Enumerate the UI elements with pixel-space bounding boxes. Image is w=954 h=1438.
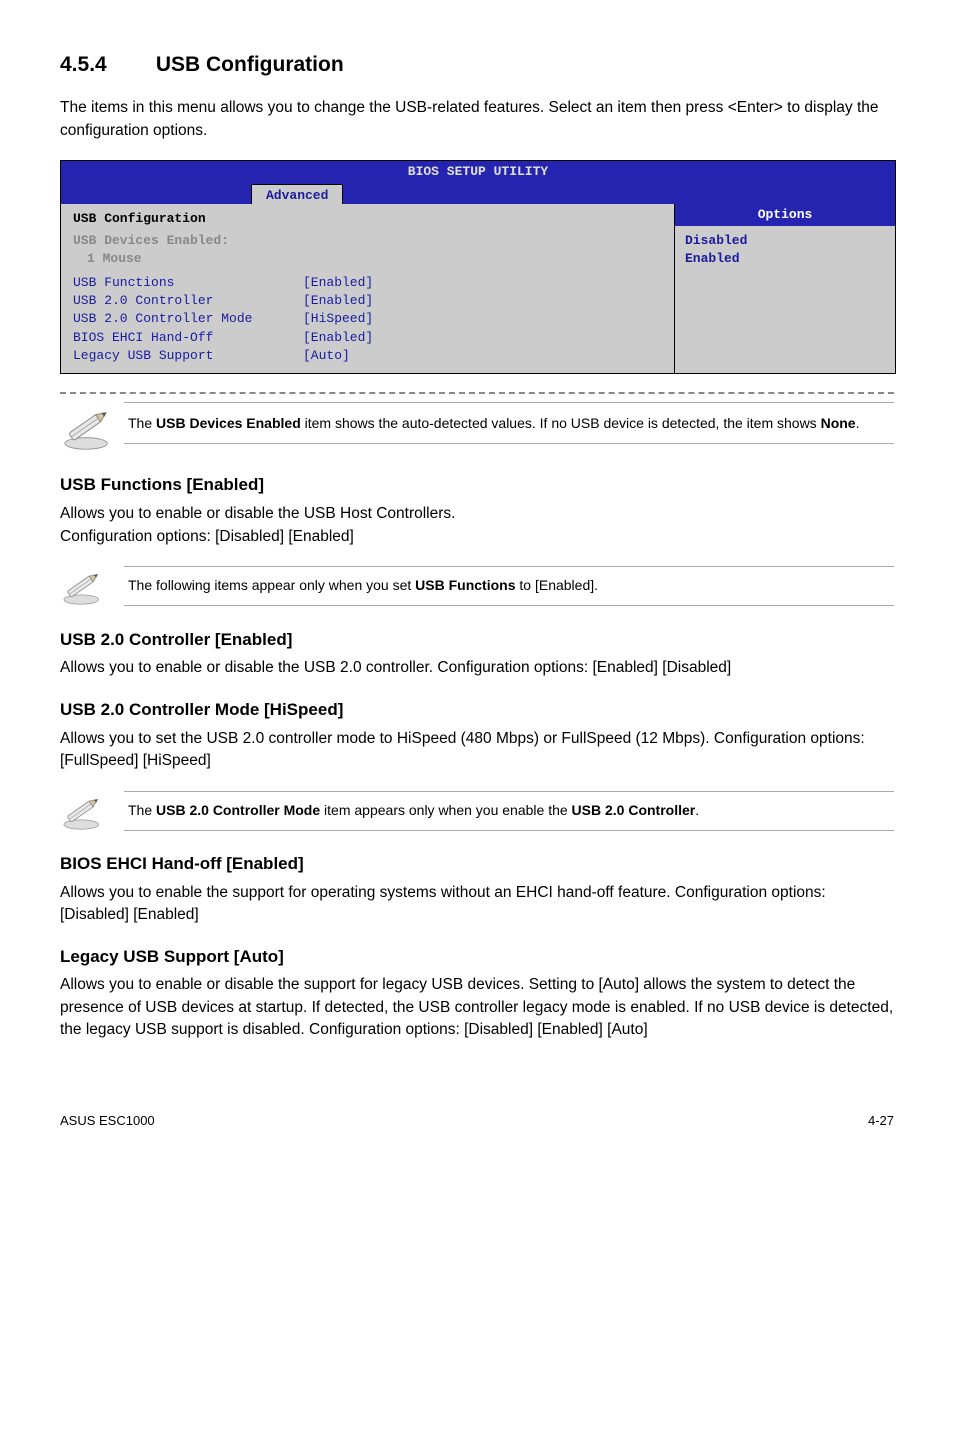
footer-left: ASUS ESC1000 (60, 1112, 155, 1130)
usb-functions-body: Allows you to enable or disable the USB … (60, 503, 894, 548)
bios-section-heading: USB Configuration (73, 210, 662, 228)
note-text: The USB 2.0 Controller Mode item appears… (124, 791, 894, 831)
pencil-icon (60, 566, 124, 613)
pencil-icon (60, 402, 124, 459)
bios-left-pane: USB Configuration USB Devices Enabled: 1… (61, 204, 675, 374)
usb20-heading: USB 2.0 Controller [Enabled] (60, 628, 894, 652)
usb20-mode-body: Allows you to set the USB 2.0 controller… (60, 728, 894, 773)
footer-right: 4-27 (868, 1112, 894, 1130)
ehci-heading: BIOS EHCI Hand-off [Enabled] (60, 852, 894, 876)
bios-tab-advanced: Advanced (251, 184, 343, 204)
bios-right-pane: Options Disabled Enabled (675, 204, 895, 374)
bios-screenshot: BIOS SETUP UTILITY Advanced USB Configur… (60, 160, 896, 374)
ehci-body: Allows you to enable the support for ope… (60, 882, 894, 927)
bios-option: Enabled (685, 250, 885, 268)
bios-row-label: USB 2.0 Controller Mode (73, 310, 303, 328)
bios-row: USB 2.0 Controller [Enabled] (73, 292, 662, 310)
section-number: 4.5.4 (60, 50, 150, 79)
legacy-body: Allows you to enable or disable the supp… (60, 974, 894, 1041)
page-footer: ASUS ESC1000 4-27 (60, 1112, 894, 1130)
bios-row-value: [Enabled] (303, 329, 373, 347)
section-title: USB Configuration (156, 53, 344, 76)
note-usb-functions: The following items appear only when you… (60, 566, 894, 613)
bios-row-value: [Enabled] (303, 292, 373, 310)
bios-option: Disabled (685, 232, 885, 250)
section-heading: 4.5.4 USB Configuration (60, 50, 894, 79)
bios-devices-label: USB Devices Enabled: (73, 232, 662, 250)
bios-row: USB 2.0 Controller Mode [HiSpeed] (73, 310, 662, 328)
note-text: The USB Devices Enabled item shows the a… (124, 402, 894, 444)
bios-row-label: USB 2.0 Controller (73, 292, 303, 310)
note-usb20-mode: The USB 2.0 Controller Mode item appears… (60, 791, 894, 838)
bios-tab-row: Advanced (61, 184, 895, 204)
legacy-heading: Legacy USB Support [Auto] (60, 945, 894, 969)
usb-functions-heading: USB Functions [Enabled] (60, 473, 894, 497)
bios-devices-value: 1 Mouse (73, 250, 662, 268)
intro-paragraph: The items in this menu allows you to cha… (60, 97, 894, 142)
bios-row: BIOS EHCI Hand-Off [Enabled] (73, 329, 662, 347)
note-usb-devices-enabled: The USB Devices Enabled item shows the a… (60, 402, 894, 459)
note-text: The following items appear only when you… (124, 566, 894, 606)
bios-row-value: [Auto] (303, 347, 350, 365)
bios-row-label: BIOS EHCI Hand-Off (73, 329, 303, 347)
bios-row: Legacy USB Support [Auto] (73, 347, 662, 365)
bios-title: BIOS SETUP UTILITY (61, 161, 895, 183)
bios-devices: USB Devices Enabled: 1 Mouse (73, 232, 662, 268)
bios-row-label: Legacy USB Support (73, 347, 303, 365)
pencil-icon (60, 791, 124, 838)
usb20-body: Allows you to enable or disable the USB … (60, 657, 894, 679)
bios-row-value: [Enabled] (303, 274, 373, 292)
usb20-mode-heading: USB 2.0 Controller Mode [HiSpeed] (60, 698, 894, 722)
bios-options-header: Options (675, 204, 895, 226)
bios-row-value: [HiSpeed] (303, 310, 373, 328)
bios-row: USB Functions [Enabled] (73, 274, 662, 292)
bios-row-label: USB Functions (73, 274, 303, 292)
